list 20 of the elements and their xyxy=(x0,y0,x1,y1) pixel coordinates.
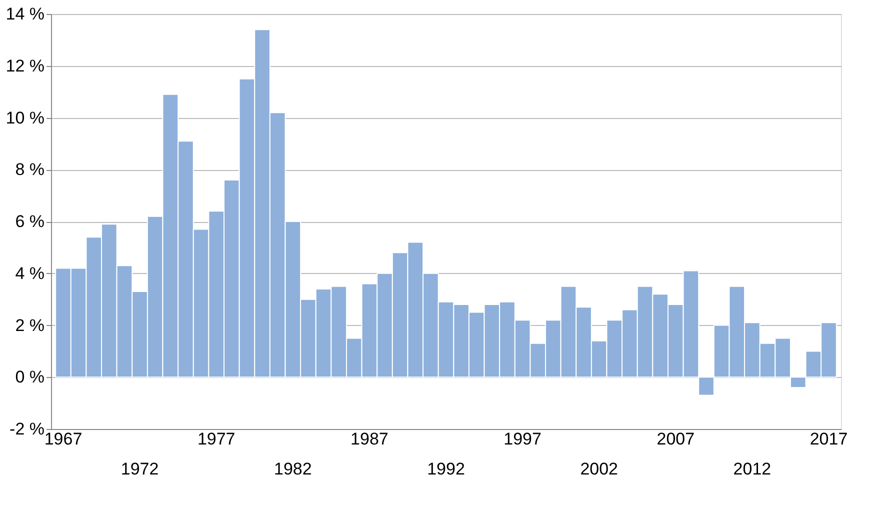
y-tick-label: 2 % xyxy=(15,316,44,335)
y-tick-label: -2 % xyxy=(10,420,44,438)
x-tick-label: 1972 xyxy=(120,460,159,478)
y-tick-label: 4 % xyxy=(15,264,44,283)
y-tick-label: 0 % xyxy=(15,368,44,387)
x-tick-label: 2002 xyxy=(580,460,618,478)
x-tick-label: 1982 xyxy=(274,460,312,478)
x-tick-label: 2007 xyxy=(656,430,695,448)
y-tick-label: 14 % xyxy=(6,4,44,24)
y-tick-label: 8 % xyxy=(15,160,44,180)
y-tick-label: 6 % xyxy=(15,212,44,231)
x-tick-label: 2017 xyxy=(810,430,848,448)
x-tick-label: 2012 xyxy=(733,460,772,478)
x-tick-label: 1967 xyxy=(44,430,82,448)
y-tick-label: 12 % xyxy=(6,56,44,76)
x-tick-label: 1997 xyxy=(504,430,542,448)
x-tick-label: 1977 xyxy=(197,430,236,448)
x-tick-label: 1987 xyxy=(350,430,388,448)
y-tick-label: 10 % xyxy=(6,108,44,128)
x-tick-label: 1992 xyxy=(427,460,465,478)
